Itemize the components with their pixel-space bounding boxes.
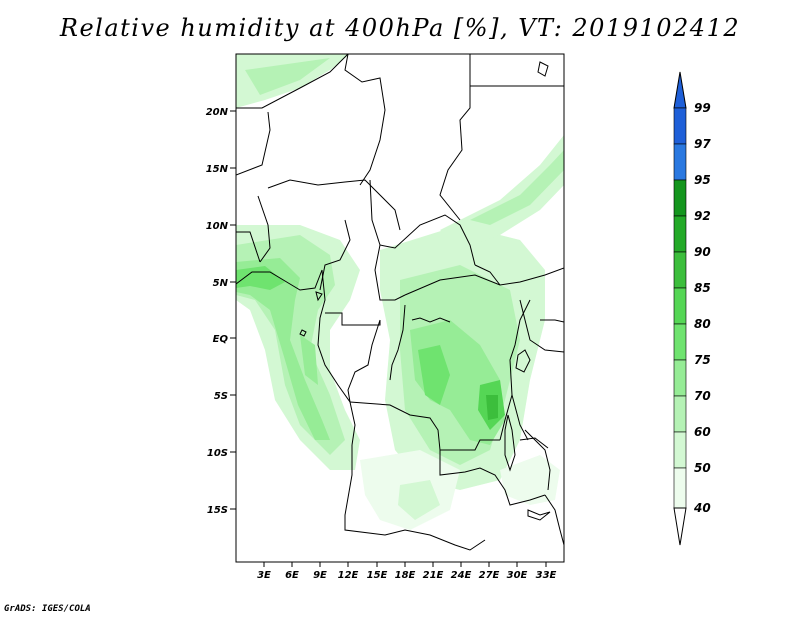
lon-label: 12E [338, 570, 359, 581]
map-title: Relative humidity at 400hPa [%], VT: 201… [59, 14, 741, 42]
map-frame [235, 53, 565, 563]
colorbar-label: 80 [694, 317, 711, 331]
humidity-shade [236, 266, 285, 290]
colorbar-segment [673, 251, 687, 289]
colorbar-segment [673, 431, 687, 469]
borders [236, 54, 564, 551]
colorbar-segment [673, 323, 687, 361]
border-line [347, 319, 381, 403]
lake-outline [519, 437, 549, 449]
colorbar-segment [673, 143, 687, 181]
border-line [349, 401, 500, 451]
border-line [511, 394, 529, 441]
humidity-shade [470, 150, 564, 225]
lat-label: 15N [206, 164, 229, 175]
border-line [374, 244, 406, 301]
border-line [499, 299, 531, 441]
lon-label: 30E [507, 570, 528, 581]
colorbar-segment [673, 107, 687, 145]
colorbar-label: 50 [694, 461, 711, 475]
border-line [319, 219, 351, 291]
border-line [236, 231, 261, 263]
border-line [474, 264, 501, 286]
lat-label: 10N [206, 221, 229, 232]
border-line [325, 312, 381, 326]
humidity-shade [418, 345, 450, 405]
colorbar-segment [673, 179, 687, 217]
colorbar-label: 97 [694, 137, 711, 151]
lat-label: 5N [213, 278, 229, 289]
border-line [540, 319, 564, 323]
border-line [344, 54, 386, 186]
border-line [344, 445, 486, 551]
border-line [236, 54, 349, 109]
border-line [519, 299, 564, 353]
colorbar-label: 85 [694, 281, 711, 295]
lat-label: 5S [214, 391, 228, 402]
border-line [544, 494, 564, 546]
colorbar-bottom-arrow [673, 507, 687, 546]
humidity-shade [500, 455, 560, 505]
border-line [257, 195, 271, 263]
colorbar-label: 70 [694, 389, 711, 403]
humidity-shade [236, 258, 330, 440]
colorbar-label: 60 [694, 425, 711, 439]
colorbar-segment [673, 359, 687, 397]
lake-outline [504, 414, 516, 472]
lat-label: EQ [213, 334, 229, 345]
lake-outline [315, 291, 323, 302]
lake-outline [537, 61, 549, 77]
border-line [439, 450, 546, 506]
colorbar-segment [673, 287, 687, 325]
lon-label: 15E [367, 570, 388, 581]
colorbar-label: 99 [694, 101, 711, 115]
colorbar-top-arrow [673, 71, 687, 109]
humidity-shade [398, 480, 440, 520]
coastline [236, 269, 356, 446]
lon-label: 33E [536, 570, 557, 581]
lon-label: 21E [423, 570, 444, 581]
lon-label: 3E [257, 570, 271, 581]
lon-label: 18E [395, 570, 416, 581]
border-line [389, 304, 406, 381]
border-line [236, 111, 271, 176]
lat-axis: 20N 15N 10N 5N EQ 5S 10S 15S [206, 107, 236, 516]
humidity-shade [440, 135, 564, 250]
border-line [369, 179, 476, 266]
credit-text: GrADS: IGES/COLA [4, 604, 91, 614]
lon-label: 24E [451, 570, 472, 581]
humidity-field [236, 54, 564, 530]
border-line [267, 179, 401, 231]
colorbar-label: 95 [694, 173, 711, 187]
lat-label: 10S [207, 448, 228, 459]
humidity-shade [486, 395, 498, 420]
lake-outline [411, 317, 451, 323]
border-line [524, 429, 551, 491]
colorbar-label: 90 [694, 245, 711, 259]
colorbar-label: 40 [693, 501, 711, 515]
lon-label: 27E [479, 570, 500, 581]
lake-outline [515, 349, 531, 373]
colorbar-segment [673, 395, 687, 433]
border-line [439, 54, 471, 221]
colorbar-segment [673, 215, 687, 253]
lat-label: 15S [207, 505, 228, 516]
colorbar: 99 97 95 92 90 85 80 75 70 60 50 40 [673, 71, 711, 546]
lon-label: 9E [313, 570, 327, 581]
lon-label: 6E [285, 570, 299, 581]
lat-label: 20N [206, 107, 229, 118]
colorbar-segment [673, 467, 687, 509]
humidity-shade [300, 335, 318, 385]
lake-outline [527, 509, 551, 521]
colorbar-label: 92 [694, 209, 711, 223]
humidity-shade [245, 58, 330, 95]
lake-outline [299, 329, 307, 337]
colorbar-label: 75 [694, 353, 711, 367]
lon-axis: 3E 6E 9E 12E 15E 18E 21E 24E 27E 30E 33E [257, 562, 557, 581]
